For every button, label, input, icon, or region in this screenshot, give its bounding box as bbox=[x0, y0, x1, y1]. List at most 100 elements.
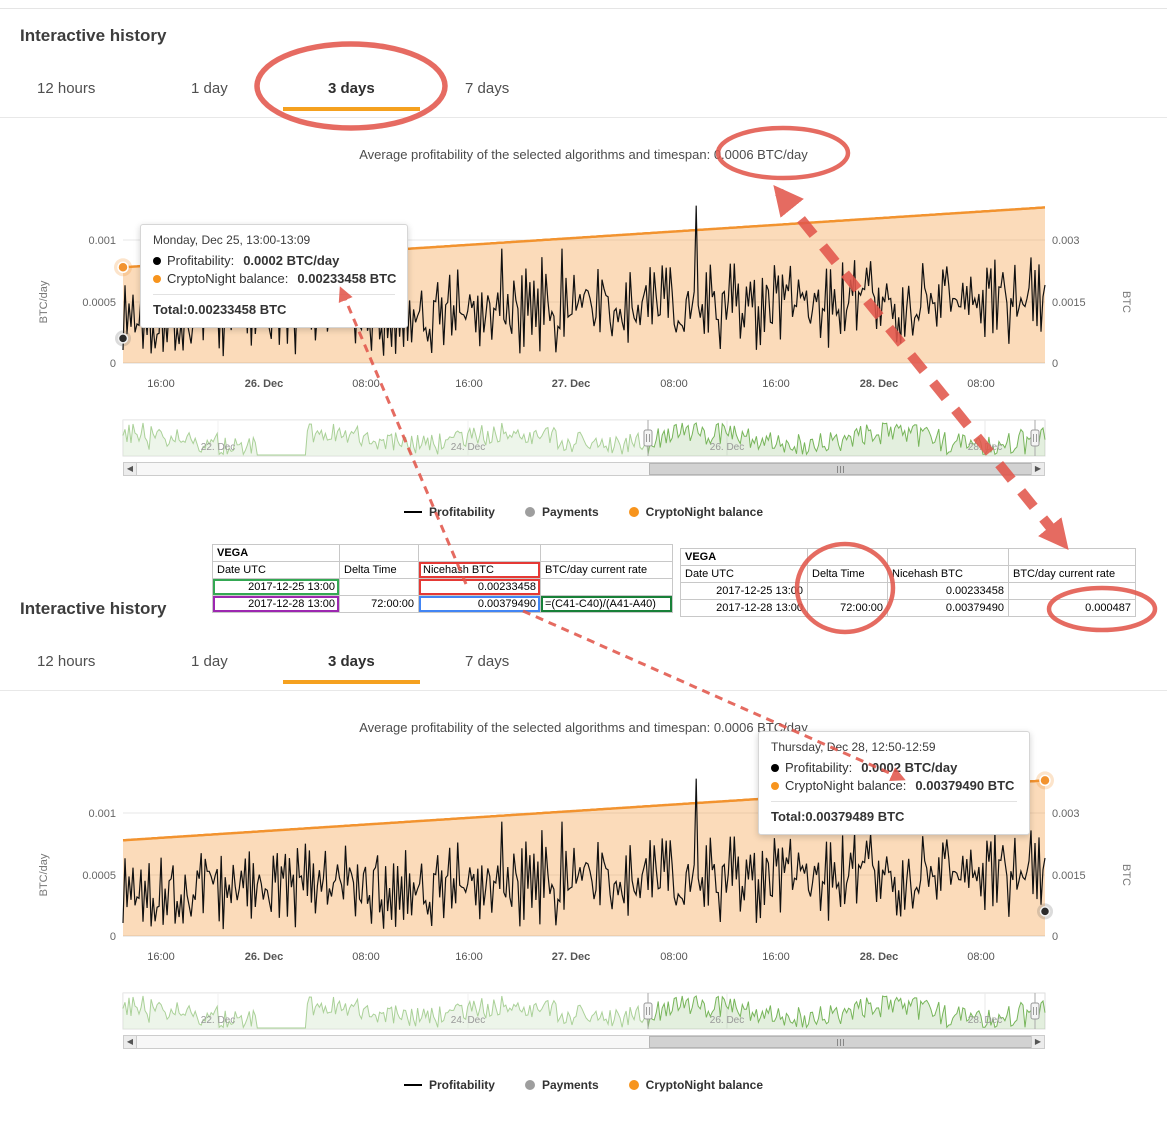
average-value: 0.0006 BTC/day bbox=[713, 147, 808, 162]
scrollbar-thumb[interactable] bbox=[649, 1036, 1032, 1048]
history-panel-2: Interactive history 12 hours 1 day 3 day… bbox=[0, 573, 1167, 1135]
column-header: Date UTC bbox=[212, 561, 340, 579]
x-axis-tick: 28. Dec bbox=[860, 378, 899, 390]
tooltip-profitability-row: Profitability: 0.0002 BTC/day bbox=[153, 253, 395, 268]
tooltip-total: Total:0.00379489 BTC bbox=[771, 809, 905, 824]
cell[interactable]: 72:00:00 bbox=[339, 595, 419, 613]
tab-7-days[interactable]: 7 days bbox=[465, 653, 510, 670]
cell[interactable]: 2017-12-28 13:00 bbox=[212, 595, 340, 613]
sheet-data-row: 2017-12-28 13:00 72:00:00 0.00379490 0.0004… bbox=[680, 599, 1136, 617]
y-axis-left-tick: 0 bbox=[110, 358, 116, 370]
tab-12-hours[interactable]: 12 hours bbox=[37, 653, 96, 670]
x-axis-tick: 26. Dec bbox=[245, 951, 284, 963]
x-axis-tick: 16:00 bbox=[147, 951, 175, 963]
orange-dot-icon bbox=[771, 781, 779, 790]
chart-tooltip-2: Thursday, Dec 28, 12:50-12:59 Profitabil… bbox=[758, 731, 1030, 835]
cell[interactable]: 0.00379490 bbox=[418, 595, 541, 613]
chart-legend: Profitability Payments CryptoNight balan… bbox=[0, 505, 1167, 519]
cell[interactable] bbox=[1008, 582, 1136, 600]
legend-cryptonight-balance[interactable]: CryptoNight balance bbox=[628, 1078, 763, 1092]
y-axis-right-tick: 0.003 bbox=[1052, 235, 1080, 247]
x-axis-tick: 27. Dec bbox=[552, 951, 591, 963]
navigator-handle[interactable] bbox=[1030, 429, 1040, 447]
sheet-grid: VEGA Date UTC Delta Time Nicehash BTC BTC/da… bbox=[680, 548, 1136, 617]
column-header: Delta Time bbox=[339, 561, 419, 579]
tooltip-balance-row: CryptoNight balance: 0.00233458 BTC bbox=[153, 271, 396, 286]
sheet-data-row: 2017-12-25 13:00 0.00233458 bbox=[680, 582, 1136, 600]
navigator-handle[interactable] bbox=[1030, 1002, 1040, 1020]
tab-3-days[interactable]: 3 days bbox=[328, 653, 375, 670]
column-header: Delta Time bbox=[807, 565, 888, 583]
navigator-handle[interactable] bbox=[643, 1002, 653, 1020]
scrollbar-thumb[interactable] bbox=[649, 463, 1032, 475]
navigator-date-label: 28. Dec bbox=[968, 442, 1002, 453]
cell[interactable]: 2017-12-25 13:00 bbox=[212, 578, 340, 596]
line-swatch-icon bbox=[403, 1084, 422, 1086]
tooltip-separator bbox=[771, 801, 1017, 802]
sheet-grid: VEGA Date UTC Delta Time Nicehash BTC BTC/da… bbox=[212, 544, 673, 613]
y-axis-right-tick: 0 bbox=[1052, 358, 1058, 370]
scrollbar-grip-icon bbox=[836, 465, 845, 473]
navigator-area bbox=[123, 996, 1045, 1029]
x-axis-tick: 08:00 bbox=[352, 378, 380, 390]
x-axis-tick: 26. Dec bbox=[245, 378, 284, 390]
cell[interactable]: 72:00:00 bbox=[807, 599, 888, 617]
navigator-date-label: 22. Dec bbox=[201, 442, 235, 453]
chart-tooltip-1: Monday, Dec 25, 13:00-13:09 Profitabilit… bbox=[140, 224, 408, 328]
orange-dot-icon bbox=[153, 274, 161, 283]
cell[interactable] bbox=[540, 578, 673, 596]
cell[interactable] bbox=[807, 582, 888, 600]
cell[interactable]: 0.00379490 bbox=[887, 599, 1009, 617]
tab-1-day[interactable]: 1 day bbox=[191, 80, 228, 97]
sheet-data-row: 2017-12-28 13:00 72:00:00 0.00379490 =(C41-… bbox=[212, 595, 673, 613]
cell[interactable]: 2017-12-25 13:00 bbox=[680, 582, 808, 600]
y-axis-left-tick: 0.001 bbox=[88, 808, 116, 820]
cell[interactable]: 0.00233458 bbox=[418, 578, 541, 596]
legend-profitability[interactable]: Profitability bbox=[403, 1078, 495, 1092]
column-header: BTC/day current rate bbox=[1008, 565, 1136, 583]
y-axis-right-tick: 0 bbox=[1052, 931, 1058, 943]
legend-payments[interactable]: Payments bbox=[524, 1078, 599, 1092]
legend-payments[interactable]: Payments bbox=[524, 505, 599, 519]
navigator-handle[interactable] bbox=[643, 429, 653, 447]
navigator-chart[interactable]: 22. Dec 24. Dec 26. Dec 28. Dec bbox=[0, 417, 1167, 462]
y-axis-right-tick: 0.0015 bbox=[1052, 297, 1086, 309]
navigator-unselected-mask bbox=[123, 993, 648, 1029]
scroll-left-button[interactable]: ◀ bbox=[124, 463, 137, 475]
y-axis-left-tick: 0.0005 bbox=[82, 297, 116, 309]
legend-profitability[interactable]: Profitability bbox=[403, 505, 495, 519]
tab-7-days[interactable]: 7 days bbox=[465, 80, 510, 97]
navigator-scrollbar[interactable]: ◀ ▶ bbox=[123, 462, 1045, 476]
page-title: Interactive history bbox=[20, 599, 167, 618]
navigator-date-label: 24. Dec bbox=[451, 1015, 485, 1026]
cell[interactable]: =(C41-C40)/(A41-A40) bbox=[540, 595, 673, 613]
top-border bbox=[0, 8, 1167, 9]
scroll-right-button[interactable]: ▶ bbox=[1031, 463, 1044, 475]
tab-1-day[interactable]: 1 day bbox=[191, 653, 228, 670]
cell[interactable]: 2017-12-28 13:00 bbox=[680, 599, 808, 617]
navigator-chart[interactable]: 22. Dec 24. Dec 26. Dec 28. Dec bbox=[0, 990, 1167, 1035]
sheet-header-row: Date UTC Delta Time Nicehash BTC BTC/day cu… bbox=[680, 565, 1136, 583]
navigator-date-label: 22. Dec bbox=[201, 1015, 235, 1026]
cell[interactable] bbox=[339, 578, 419, 596]
y-axis-left-tick: 0.001 bbox=[88, 235, 116, 247]
sheet-name-row: VEGA bbox=[680, 548, 1136, 566]
line-swatch-icon bbox=[403, 511, 422, 513]
tab-12-hours[interactable]: 12 hours bbox=[37, 80, 96, 97]
navigator-scrollbar[interactable]: ◀ ▶ bbox=[123, 1035, 1045, 1049]
column-header: Nicehash BTC bbox=[418, 561, 541, 579]
cell[interactable]: 0.00233458 bbox=[887, 582, 1009, 600]
balance-hover-marker bbox=[1039, 774, 1051, 787]
scroll-right-button[interactable]: ▶ bbox=[1031, 1036, 1044, 1048]
legend-cryptonight-balance[interactable]: CryptoNight balance bbox=[628, 505, 763, 519]
navigator-date-label: 24. Dec bbox=[451, 442, 485, 453]
column-header: Date UTC bbox=[680, 565, 808, 583]
x-axis-tick: 16:00 bbox=[762, 378, 790, 390]
cell[interactable]: 0.000487 bbox=[1008, 599, 1136, 617]
gray-dot-icon bbox=[524, 1080, 535, 1090]
x-axis-tick: 16:00 bbox=[147, 378, 175, 390]
orange-dot-icon bbox=[628, 1080, 639, 1090]
tab-3-days[interactable]: 3 days bbox=[328, 80, 375, 97]
scroll-left-button[interactable]: ◀ bbox=[124, 1036, 137, 1048]
y-axis-right-title: BTC bbox=[1120, 864, 1132, 886]
